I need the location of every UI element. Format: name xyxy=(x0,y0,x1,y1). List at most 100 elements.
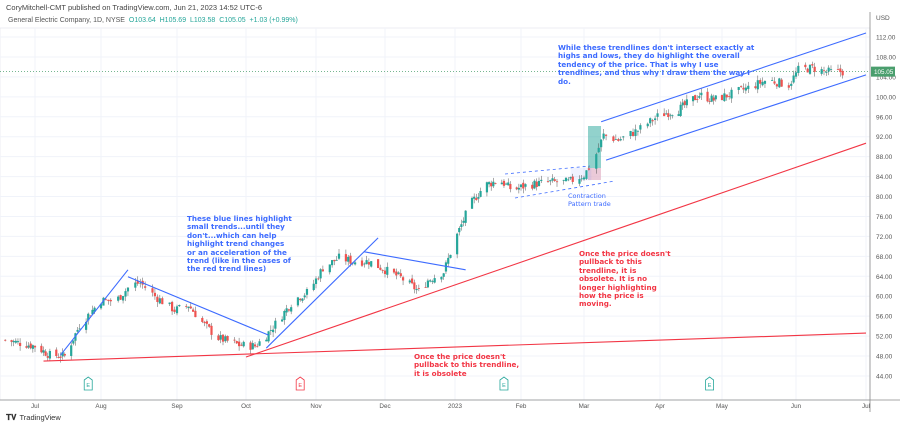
candle-body xyxy=(533,180,536,189)
candle-body xyxy=(192,309,195,312)
earnings-marker[interactable]: E xyxy=(705,376,714,391)
candle-body xyxy=(194,310,197,318)
candle-body xyxy=(410,278,414,284)
time-tick-label: May xyxy=(716,403,729,410)
candle-body xyxy=(70,345,73,356)
candle-body xyxy=(546,181,550,182)
time-tick-label: Sep xyxy=(171,403,183,410)
candle-body xyxy=(44,351,47,356)
candle-body xyxy=(89,315,92,317)
candle-body xyxy=(274,320,277,329)
trendline-blue xyxy=(605,74,867,161)
candle-body xyxy=(139,282,142,284)
candle-body xyxy=(93,307,96,312)
candle-body xyxy=(744,87,747,91)
time-tick-label: Oct xyxy=(241,403,251,410)
candle-body xyxy=(429,280,432,282)
candle-body xyxy=(226,336,229,341)
candle-body xyxy=(747,85,750,90)
time-tick-label: Jun xyxy=(791,403,802,410)
price-tick-label: 104.00 xyxy=(876,74,896,81)
candle-body xyxy=(649,118,652,124)
candle-body xyxy=(363,263,366,265)
candle-body xyxy=(549,180,552,182)
candle-body xyxy=(333,259,336,262)
candle-body xyxy=(771,80,774,81)
candle-body xyxy=(433,278,436,283)
symbol-name[interactable]: General Electric Company, 1D, NYSE xyxy=(8,17,125,24)
candle-body xyxy=(119,295,122,300)
earnings-marker[interactable]: E xyxy=(499,376,509,391)
candle-body xyxy=(679,104,682,116)
candle-body xyxy=(290,307,293,312)
earnings-marker[interactable]: E xyxy=(83,376,93,391)
candle-body xyxy=(136,280,139,284)
price-tick-label: 64.00 xyxy=(876,274,893,281)
candle-body xyxy=(756,80,759,90)
candle-body xyxy=(829,69,833,70)
candle-body xyxy=(806,68,809,73)
earnings-icon xyxy=(705,376,714,391)
candle-body xyxy=(582,177,586,180)
candle-body xyxy=(235,341,238,344)
candle-body xyxy=(335,259,338,261)
candle-body xyxy=(256,346,259,348)
note-blue-lines: These blue lines highlight small trends.… xyxy=(187,214,292,274)
candle-body xyxy=(597,147,600,153)
candle-body xyxy=(104,299,108,301)
candle-body xyxy=(728,96,731,97)
candle-body xyxy=(381,269,384,271)
trendline-blue xyxy=(364,251,466,271)
time-tick-label: Apr xyxy=(655,403,665,410)
price-tick-label: 84.00 xyxy=(876,174,893,181)
candle-body xyxy=(91,309,94,315)
candle-body xyxy=(392,268,396,273)
candle-body xyxy=(671,115,674,117)
candle-body xyxy=(87,313,90,321)
candle-body xyxy=(739,86,743,87)
stop-loss-zone xyxy=(588,168,601,180)
candle-body xyxy=(4,339,7,341)
candle-body xyxy=(595,154,598,169)
candle-body xyxy=(790,83,793,86)
candle-body xyxy=(281,319,284,322)
candle-body xyxy=(622,136,625,138)
candle-body xyxy=(617,139,620,141)
candle-body xyxy=(151,288,154,293)
candle-body xyxy=(811,64,814,66)
candle-body xyxy=(107,299,110,301)
candle-body xyxy=(208,324,211,327)
candle-body xyxy=(240,344,243,346)
note-top: While these trendlines don't intersect e… xyxy=(558,43,755,86)
earnings-marker[interactable]: E xyxy=(295,376,305,391)
candle-body xyxy=(305,289,309,295)
candle-body xyxy=(314,278,318,285)
candle-body xyxy=(328,264,331,273)
candle-body xyxy=(531,184,534,189)
candle-body xyxy=(168,302,171,305)
price-tick-label: 60.00 xyxy=(876,294,893,301)
candle-body xyxy=(470,197,474,209)
candle-body xyxy=(377,259,380,269)
earnings-label: E xyxy=(86,383,90,389)
candle-body xyxy=(792,75,795,83)
candle-body xyxy=(507,182,510,186)
candle-body xyxy=(408,280,411,283)
earnings-label: E xyxy=(708,383,712,389)
candle-body xyxy=(417,288,420,289)
candle-body xyxy=(27,345,30,348)
candle-body xyxy=(537,180,541,187)
candle-body xyxy=(251,343,254,350)
candle-body xyxy=(161,298,164,305)
time-tick-label: Feb xyxy=(516,403,527,410)
candle-body xyxy=(841,70,844,76)
trendline-red xyxy=(43,332,867,362)
tradingview-logo-text: TradingView xyxy=(19,413,61,422)
candle-body xyxy=(173,309,176,312)
note-red-upper: Once the price doesn't pullback to this … xyxy=(579,249,671,309)
candle-body xyxy=(631,131,635,136)
candle-body xyxy=(399,273,402,277)
candle-body xyxy=(614,139,617,141)
